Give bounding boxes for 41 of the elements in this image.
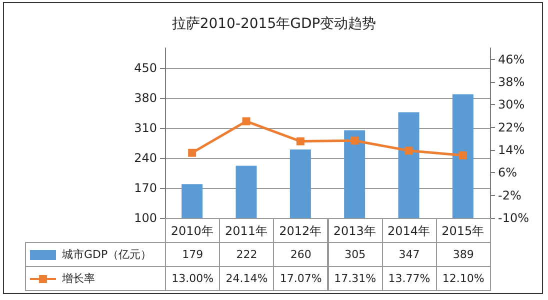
- y2-tick-label: -10%: [498, 211, 530, 225]
- y2-tick-label: 22%: [498, 120, 525, 134]
- data-label: 347: [382, 242, 437, 267]
- y2-tick-label: -2%: [498, 188, 522, 202]
- data-label: 24.14%: [219, 266, 274, 291]
- data-label: 179: [165, 242, 220, 267]
- data-label: 222: [219, 242, 274, 267]
- y-tick-label: 240: [134, 151, 157, 166]
- y2-tick-label: 46%: [498, 52, 525, 66]
- x-tick-label: 2013年: [333, 224, 376, 238]
- x-tick-label: 2010年: [170, 224, 214, 238]
- y-tick-label: 170: [134, 181, 157, 196]
- y-tick-label: 380: [134, 91, 157, 106]
- y-tick-label: 100: [134, 211, 157, 225]
- x-tick-label: 2014年: [387, 224, 430, 238]
- y2-tick-label: 30%: [498, 98, 525, 112]
- point: [188, 148, 196, 157]
- x-tick-label: 2012年: [279, 224, 322, 238]
- point: [404, 146, 413, 155]
- data-label: 389: [436, 242, 491, 267]
- data-label: 12.10%: [436, 266, 491, 291]
- data-label: 17.31%: [328, 266, 383, 291]
- chart-title: 拉萨2010-2015年GDP变动趋势: [172, 16, 376, 32]
- data-label: 13.00%: [165, 266, 220, 291]
- x-tick-label: 2015年: [442, 224, 484, 238]
- point: [458, 151, 467, 160]
- y2-tick-label: 6%: [498, 166, 518, 180]
- y-tick-label: 310: [134, 121, 157, 136]
- data-label: 17.07%: [273, 266, 328, 291]
- data-label: 305: [328, 242, 383, 267]
- x-tick-label: 2011年: [224, 224, 268, 238]
- point: [350, 136, 359, 145]
- point: [242, 117, 250, 126]
- legend-label: 增长率: [62, 271, 95, 286]
- y2-tick-label: 14%: [498, 143, 525, 157]
- point: [296, 137, 304, 146]
- y-tick-label: 450: [134, 61, 157, 76]
- y2-tick-label: 38%: [498, 75, 525, 89]
- data-label: 13.77%: [382, 266, 437, 291]
- data-label: 260: [273, 242, 328, 267]
- legend-label: 城市GDP（亿元）: [62, 247, 152, 262]
